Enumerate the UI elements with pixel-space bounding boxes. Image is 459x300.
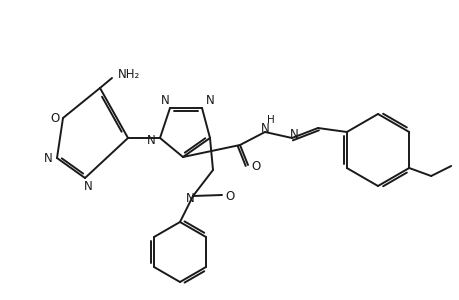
Text: O: O [50,112,60,124]
Text: NH₂: NH₂ [118,68,140,80]
Text: N: N [44,152,52,164]
Text: N: N [205,94,214,106]
Text: N: N [260,122,269,136]
Text: N: N [289,128,298,142]
Text: O: O [251,160,260,173]
Text: N: N [160,94,169,106]
Text: N: N [84,181,92,194]
Text: N: N [146,134,155,146]
Text: O: O [225,190,234,202]
Text: N: N [185,193,194,206]
Text: H: H [267,115,274,125]
